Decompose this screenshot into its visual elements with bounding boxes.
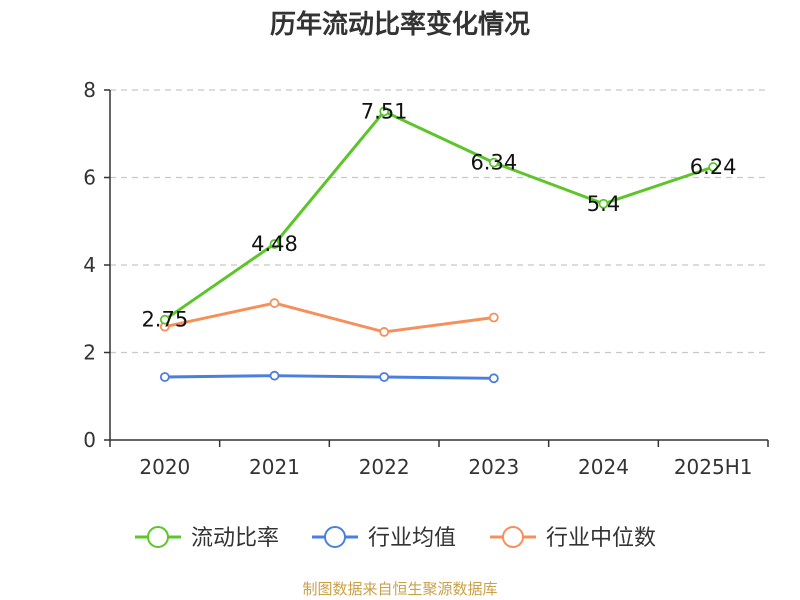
series-line [164, 374, 494, 380]
series-2 [159, 298, 499, 337]
data-labels: 2.75 4.48 7.51 6.34 5.4 6.24 [141, 99, 736, 331]
data-label: 6.24 [690, 155, 737, 179]
x-tick-label: 2025H1 [674, 455, 753, 479]
data-label: 4.48 [251, 232, 298, 256]
data-point[interactable] [269, 239, 280, 249]
x-tick-label: 2022 [359, 455, 410, 479]
data-point[interactable] [159, 314, 170, 325]
data-point[interactable] [488, 312, 499, 323]
data-point[interactable] [379, 106, 390, 117]
legend[interactable]: 流动比率 行业均值 行业中位数 [135, 526, 656, 551]
data-point[interactable] [269, 298, 280, 308]
data-point[interactable] [598, 198, 609, 209]
x-tick-label: 2020 [139, 455, 190, 479]
legend-label: 行业中位数 [546, 526, 656, 551]
series-line [164, 301, 495, 334]
chart-title: 历年流动比率变化情况 [270, 9, 530, 40]
x-tick-label: 2021 [249, 455, 300, 479]
legend-marker [147, 526, 169, 548]
data-label: 5.4 [587, 192, 620, 216]
legend-marker [502, 526, 524, 548]
data-point[interactable] [379, 372, 390, 382]
data-label: 2.75 [141, 308, 188, 332]
y-tick-label: 0 [83, 428, 96, 452]
data-point[interactable] [269, 370, 280, 381]
grid-lines [110, 89, 768, 354]
y-tick-label: 4 [83, 253, 96, 277]
x-tick-label: 2023 [468, 455, 519, 479]
series-layer [159, 106, 719, 384]
data-point[interactable] [708, 162, 719, 172]
legend-item-2[interactable]: 行业中位数 [490, 526, 656, 551]
y-tick-label: 8 [83, 78, 96, 102]
x-tick-label: 2024 [578, 455, 629, 479]
axes: 0 2 4 6 8 2020 2021 2022 2023 2024 2025H1 [83, 78, 769, 479]
data-point[interactable] [488, 157, 499, 168]
data-label: 6.34 [470, 151, 517, 175]
legend-item-1[interactable]: 行业均值 [312, 526, 456, 551]
y-tick-label: 6 [83, 166, 96, 190]
source-footer: 制图数据来自恒生聚源数据库 [302, 580, 497, 598]
legend-marker [324, 526, 346, 548]
y-tick-label: 2 [83, 341, 96, 365]
legend-label: 流动比率 [191, 526, 279, 551]
data-point[interactable] [488, 373, 499, 384]
series-1 [159, 370, 499, 384]
series-0 [159, 106, 719, 325]
series-line [163, 109, 714, 321]
legend-label: 行业均值 [368, 526, 456, 551]
data-label: 7.51 [361, 99, 408, 123]
data-point[interactable] [159, 372, 170, 382]
legend-item-0[interactable]: 流动比率 [135, 526, 279, 551]
data-point[interactable] [379, 327, 390, 337]
